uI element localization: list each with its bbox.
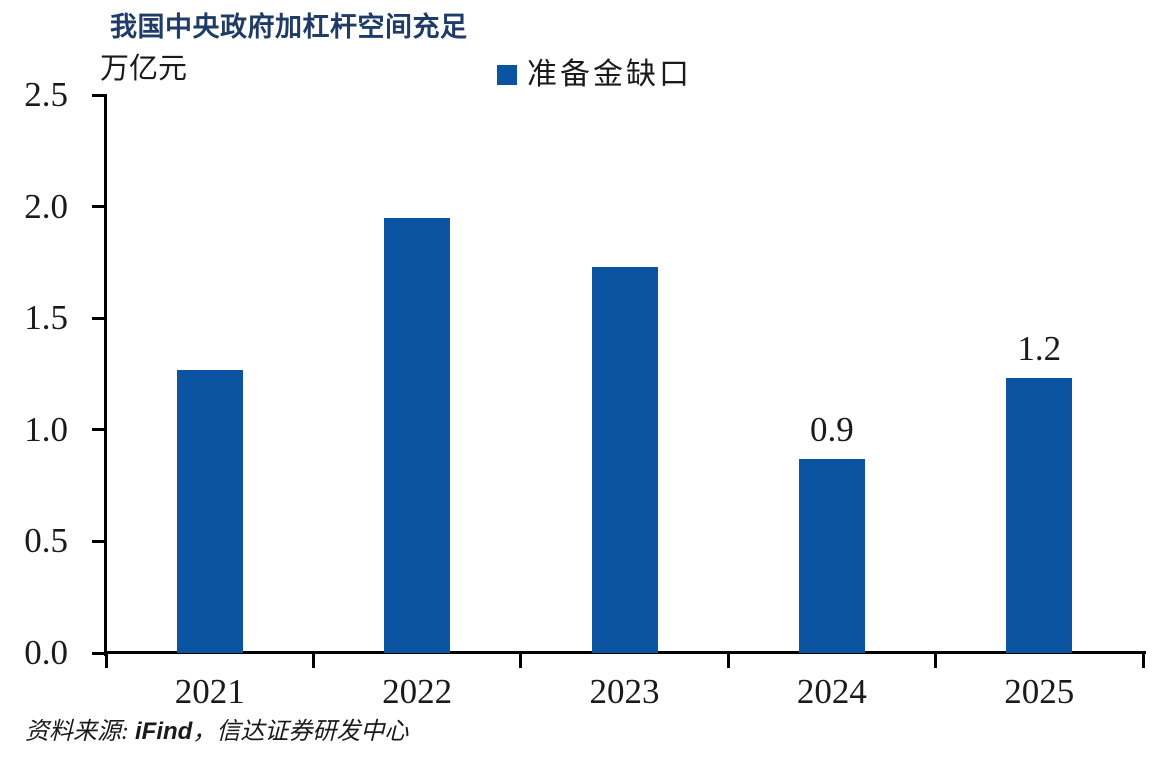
legend: 准备金缺口 (497, 58, 692, 92)
x-tick-mark (104, 653, 108, 668)
x-tick-label: 2024 (796, 672, 867, 711)
x-tick-label: 2021 (174, 672, 245, 711)
x-tick-label: 2025 (1004, 672, 1075, 711)
source-note: 资料来源: iFind，信达证券研发中心 (25, 717, 408, 747)
y-tick-mark (92, 316, 106, 320)
y-tick-label: 2.5 (24, 75, 68, 114)
y-tick-mark (92, 428, 106, 432)
x-tick-label: 2023 (589, 672, 660, 711)
bar-2024 (798, 458, 865, 653)
legend-swatch-icon (497, 65, 517, 85)
bar-2025 (1006, 378, 1073, 653)
bar-2023 (591, 266, 658, 653)
y-tick-mark (92, 651, 106, 655)
y-tick-mark (92, 205, 106, 209)
y-tick-label: 0.5 (24, 521, 68, 561)
x-tick-mark (519, 653, 523, 668)
source-suffix: ，信达证券研发中心 (192, 719, 409, 745)
chart-title: 我国中央政府加杠杆空间充足 (110, 12, 468, 42)
x-tick-label: 2022 (382, 672, 453, 711)
y-tick-mark (92, 93, 106, 97)
y-tick-label: 0.0 (24, 633, 68, 672)
bar-value-label: 0.9 (810, 409, 854, 449)
legend-label: 准备金缺口 (527, 58, 692, 91)
x-tick-mark (726, 653, 730, 668)
bar-2022 (384, 217, 451, 653)
x-tick-mark (311, 653, 315, 668)
y-axis-line (104, 94, 107, 656)
y-tick-label: 1.0 (24, 409, 68, 449)
source-brand: iFind (135, 718, 193, 745)
y-tick-mark (92, 539, 106, 543)
source-prefix: 资料来源: (25, 719, 135, 745)
y-tick-label: 2.0 (24, 186, 68, 226)
bar-2021 (176, 369, 243, 653)
y-tick-label: 1.5 (24, 298, 68, 338)
y-axis-unit-label: 万亿元 (100, 53, 188, 85)
x-tick-mark (934, 653, 938, 668)
x-tick-mark (1141, 653, 1145, 668)
bar-value-label: 1.2 (1017, 329, 1062, 369)
